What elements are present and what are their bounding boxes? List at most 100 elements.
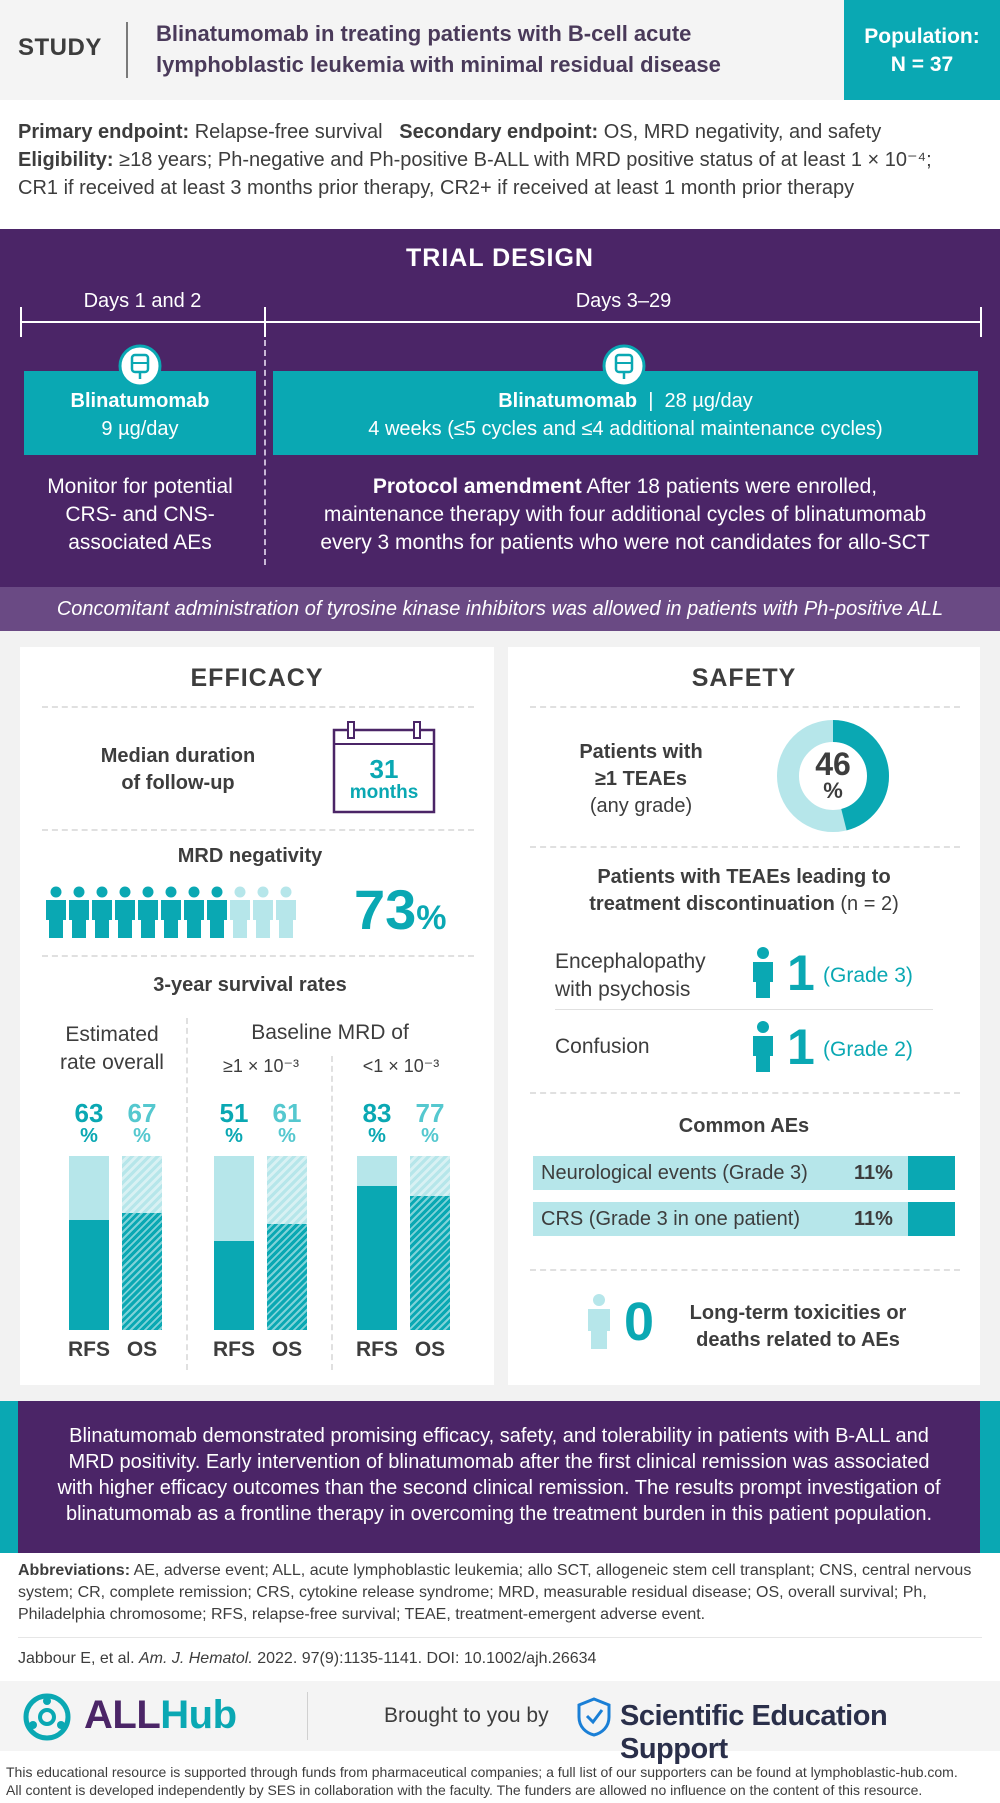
ae-row-bar: [908, 1202, 955, 1236]
sponsor-logo[interactable]: Scientific Education Support: [620, 1700, 888, 1765]
study-label: STUDY: [18, 34, 102, 61]
mrd-people-graphic: [44, 886, 344, 942]
teae-line-2: ≥1 TEAEs: [594, 768, 688, 790]
mrd-value: 73%: [354, 880, 447, 948]
divider: [42, 955, 474, 957]
person-icon: [161, 886, 181, 938]
ses-shield-icon: [577, 1697, 611, 1737]
population-label: Population:: [864, 25, 980, 48]
disc-line-2-bold: treatment discontinuation: [589, 893, 835, 915]
person-icon: [207, 886, 227, 938]
overall-label: Estimated rate overall: [40, 1021, 184, 1077]
divider: [18, 1637, 982, 1638]
concomitant-note: Concomitant administration of tyrosine k…: [0, 587, 1000, 631]
eligibility-label: Eligibility:: [18, 149, 114, 171]
disc-row-1-count: 1: [787, 945, 815, 1001]
ae-row-label: Neurological events (Grade 3): [541, 1162, 808, 1184]
ae-row-bar: [908, 1156, 955, 1190]
person-icon: [230, 886, 250, 938]
safety-panel: [508, 647, 980, 1385]
bar-value: 61: [272, 1098, 302, 1128]
page-title: Blinatumomab in treating patients with B…: [156, 18, 776, 80]
timeline-tick-mid: [264, 307, 266, 337]
protocol-amendment-text: Protocol amendment After 18 patients wer…: [270, 473, 980, 557]
row-divider: [555, 1009, 933, 1010]
reference-details: 2022. 97(9):1135-1141. DOI: 10.1002/ajh.…: [257, 1650, 597, 1667]
phase1-drug: Blinatumomab: [70, 390, 210, 412]
iv-bag-icon: [602, 344, 646, 388]
disc-line-1: Patients with TEAEs leading to: [597, 866, 891, 888]
iv-bag-icon: [118, 344, 162, 388]
disc-row-1-line-1: Encephalopathy: [555, 950, 706, 973]
footer: [0, 1681, 1000, 1751]
allhub-logo[interactable]: ALLHub: [84, 1693, 237, 1738]
overall-line-1: Estimated: [65, 1023, 159, 1046]
teae-value: 46: [815, 746, 851, 782]
survival-bar-fill: [122, 1213, 162, 1330]
population-value: N = 37: [890, 53, 954, 76]
title-line-1: Blinatumomab in treating patients with B…: [156, 21, 692, 46]
overall-line-2: rate overall: [60, 1051, 164, 1074]
person-icon: [588, 1294, 610, 1349]
survival-bar: [357, 1156, 397, 1330]
divider: [530, 1269, 960, 1271]
survival-bar: [410, 1156, 450, 1330]
bar-percent: %: [133, 1125, 151, 1147]
baseline-label: Baseline MRD of: [251, 1021, 409, 1044]
longterm-line-2: deaths related to AEs: [696, 1329, 900, 1351]
disc-row-1-line-2: with psychosis: [555, 978, 691, 1001]
bar-percent: %: [368, 1125, 386, 1147]
group2-label: ≥1 × 10⁻³: [223, 1056, 299, 1076]
logo-all: ALL: [84, 1693, 161, 1737]
bar-category-label: OS: [126, 1338, 158, 1361]
bar-category-label: RFS: [68, 1338, 110, 1361]
teae-label: Patients with ≥1 TEAEs (any grade): [556, 739, 726, 820]
endpoints: Primary endpoint: Relapse-free survival …: [18, 118, 988, 202]
disclaimer: This educational resource is supported t…: [6, 1763, 1000, 1799]
survival-bar-fill: [214, 1241, 254, 1330]
teae-line-3: (any grade): [589, 795, 693, 817]
bar-percent: %: [421, 1125, 439, 1147]
reference-authors: Jabbour E, et al.: [18, 1650, 135, 1667]
eligibility-value: ≥18 years; Ph-negative and Ph-positive B…: [119, 149, 932, 171]
person-icon: [184, 886, 204, 938]
bar-value-label: 61%: [257, 1098, 317, 1147]
header: [0, 0, 1000, 100]
person-icon: [115, 886, 135, 938]
person-icon: [753, 1021, 773, 1072]
monitor-text: Monitor for potential CRS- and CNS- asso…: [20, 473, 260, 557]
primary-endpoint-label: Primary endpoint:: [18, 121, 190, 143]
footer-divider: [307, 1692, 308, 1740]
amendment-line-3: every 3 months for patients who were not…: [320, 531, 930, 554]
bar-percent: %: [80, 1125, 98, 1147]
followup-line-1: Median duration: [100, 745, 256, 767]
phase2-label: Days 3–29: [575, 290, 672, 312]
disclaimer-line-2: All content is developed independently b…: [6, 1782, 923, 1798]
common-aes-title: Common AEs: [678, 1115, 810, 1137]
ae-row-value: 11%: [854, 1162, 893, 1184]
mrd-percent: %: [416, 899, 447, 937]
survival-bar-fill: [410, 1196, 450, 1330]
secondary-endpoint-value: OS, MRD negativity, and safety: [603, 121, 882, 143]
conclusion-text: Blinatumomab demonstrated promising effi…: [18, 1401, 980, 1553]
survival-bar-fill: [69, 1220, 109, 1330]
teae-percent: %: [823, 778, 843, 803]
timeline-line: [20, 321, 982, 323]
bar-percent: %: [278, 1125, 296, 1147]
divider: [530, 1092, 960, 1094]
phase1-label: Days 1 and 2: [83, 290, 202, 312]
disclaimer-line-1: This educational resource is supported t…: [6, 1764, 958, 1780]
logo-hub: Hub: [160, 1693, 237, 1737]
bar-category-label: RFS: [213, 1338, 255, 1361]
allhub-logo-icon: [23, 1693, 71, 1741]
primary-endpoint-value: Relapse-free survival: [194, 121, 383, 143]
timeline-tick-start: [20, 307, 22, 337]
phase2-dose: 28 µg/day: [664, 390, 753, 412]
discontinuation-title: Patients with TEAEs leading to treatment…: [508, 864, 980, 918]
longterm-label: Long-term toxicities or deaths related t…: [670, 1300, 926, 1354]
title-line-2: lymphoblastic leukemia with minimal resi…: [156, 52, 721, 77]
ae-row: Neurological events (Grade 3) 11%: [533, 1156, 955, 1190]
phase-divider: [264, 340, 266, 565]
eligibility-line-2: CR1 if received at least 3 months prior …: [18, 177, 855, 199]
abbreviations: Abbreviations: AE, adverse event; ALL, a…: [18, 1560, 983, 1626]
